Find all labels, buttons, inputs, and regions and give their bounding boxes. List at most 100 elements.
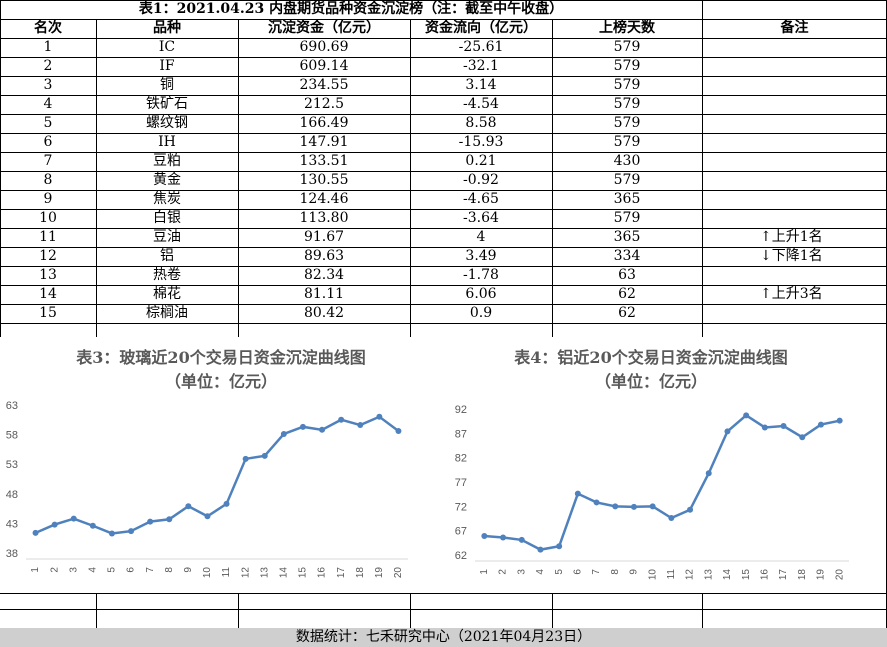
y-tick-label: 48 xyxy=(6,489,18,501)
x-tick-label: 14 xyxy=(722,569,733,581)
data-point xyxy=(376,413,383,420)
row-flow: -1.78 xyxy=(463,267,499,283)
x-tick-label: 17 xyxy=(336,567,347,579)
glass-chart-title: 表3：玻璃近20个交易日资金沉淀曲线图 xyxy=(76,348,366,367)
data-point xyxy=(242,455,249,462)
row-name: 棉花 xyxy=(153,286,181,302)
data-point xyxy=(357,422,364,429)
row-flow: -4.54 xyxy=(463,96,499,112)
y-tick-label: 63 xyxy=(6,400,18,412)
data-point xyxy=(280,430,287,437)
row-days: 579 xyxy=(613,58,641,74)
glass-chart-subtitle: （单位：亿元） xyxy=(164,372,277,391)
header-fund: 沉淀资金（亿元） xyxy=(268,20,380,36)
glass-chart: 表3：玻璃近20个交易日资金沉淀曲线图 （单位：亿元） 38 43 48 53 58 63… xyxy=(0,337,442,593)
row-rank: 5 xyxy=(43,115,53,131)
x-tick-label: 7 xyxy=(591,569,602,575)
row-name: 螺纹钢 xyxy=(146,115,188,131)
x-tick-label: 5 xyxy=(107,567,118,573)
x-tick-label: 11 xyxy=(666,569,677,580)
header-rank: 名次 xyxy=(34,20,62,36)
data-point xyxy=(630,503,637,510)
x-tick-label: 3 xyxy=(68,567,79,573)
data-point xyxy=(537,546,544,553)
row-days: 365 xyxy=(613,191,641,207)
data-point xyxy=(574,490,581,497)
row-rank: 10 xyxy=(39,210,57,226)
row-flow: -15.93 xyxy=(458,134,504,150)
row-fund: 133.51 xyxy=(299,153,349,169)
x-tick-label: 13 xyxy=(703,569,714,581)
footer-source: 数据统计：七禾研究中心（2021年04月23日） xyxy=(0,628,887,647)
y-tick-label: 87 xyxy=(455,428,467,440)
table-title: 表1：2021.04.23 内盘期货品种资金沉淀榜（注：截至中午收盘） xyxy=(138,1,564,17)
data-point xyxy=(780,423,787,430)
row-note: ↑上升1名 xyxy=(760,229,823,245)
row-rank: 2 xyxy=(43,58,53,74)
row-flow: 3.49 xyxy=(465,248,497,264)
row-note xyxy=(760,304,887,323)
row-fund: 234.55 xyxy=(299,77,349,93)
x-tick-label: 4 xyxy=(87,567,98,573)
row-flow: 4 xyxy=(476,229,486,245)
data-point xyxy=(395,427,402,434)
row-flow: -0.92 xyxy=(463,172,499,188)
row-days: 579 xyxy=(613,210,641,226)
data-point xyxy=(128,528,135,535)
row-note xyxy=(760,266,887,285)
data-point xyxy=(223,500,230,507)
aluminum-chart-subtitle: （单位：亿元） xyxy=(594,372,707,391)
x-tick-label: 7 xyxy=(145,567,156,573)
y-tick-label: 72 xyxy=(455,501,467,513)
row-days: 579 xyxy=(613,96,641,112)
row-fund: 80.42 xyxy=(303,305,345,321)
row-fund: 212.5 xyxy=(303,96,345,112)
data-point xyxy=(32,529,39,536)
header-note: 备注 xyxy=(780,20,809,36)
row-name: 焦炭 xyxy=(153,191,181,207)
row-fund: 89.63 xyxy=(303,248,345,264)
row-name: 豆粕 xyxy=(153,153,181,169)
row-fund: 113.80 xyxy=(299,210,349,226)
x-tick-label: 18 xyxy=(797,569,808,581)
row-rank: 3 xyxy=(43,77,53,93)
data-point xyxy=(147,518,154,525)
y-tick-label: 38 xyxy=(6,548,18,560)
row-note xyxy=(760,95,887,114)
x-tick-label: 2 xyxy=(498,569,509,575)
row-flow: 0.9 xyxy=(469,305,493,321)
row-note xyxy=(760,38,887,57)
series-line xyxy=(484,413,840,551)
row-name: 铝 xyxy=(160,248,174,264)
row-rank: 1 xyxy=(43,39,53,55)
row-fund: 81.11 xyxy=(303,286,345,302)
series-line xyxy=(35,415,400,535)
x-tick-label: 10 xyxy=(202,567,213,579)
x-tick-label: 9 xyxy=(183,567,194,573)
y-tick-label: 92 xyxy=(455,404,467,416)
y-tick-label: 67 xyxy=(455,526,467,538)
data-point xyxy=(185,503,192,510)
data-point xyxy=(705,470,712,477)
data-point xyxy=(481,533,488,540)
x-tick-label: 8 xyxy=(610,569,621,575)
x-tick-label: 20 xyxy=(834,569,845,581)
data-point xyxy=(204,513,211,520)
x-tick-label: 16 xyxy=(759,569,770,581)
row-days: 579 xyxy=(613,172,641,188)
data-point xyxy=(612,503,619,510)
x-tick-label: 10 xyxy=(647,569,658,581)
row-note: ↑上升3名 xyxy=(760,286,823,302)
x-tick-label: 5 xyxy=(554,569,565,575)
row-days: 334 xyxy=(613,248,641,264)
data-point xyxy=(338,416,345,423)
data-point xyxy=(89,522,96,529)
header-days: 上榜天数 xyxy=(599,20,655,36)
data-point xyxy=(556,543,563,550)
y-tick-label: 77 xyxy=(455,477,467,489)
row-days: 579 xyxy=(613,115,641,131)
row-flow: 6.06 xyxy=(465,286,497,302)
row-rank: 13 xyxy=(39,267,57,283)
